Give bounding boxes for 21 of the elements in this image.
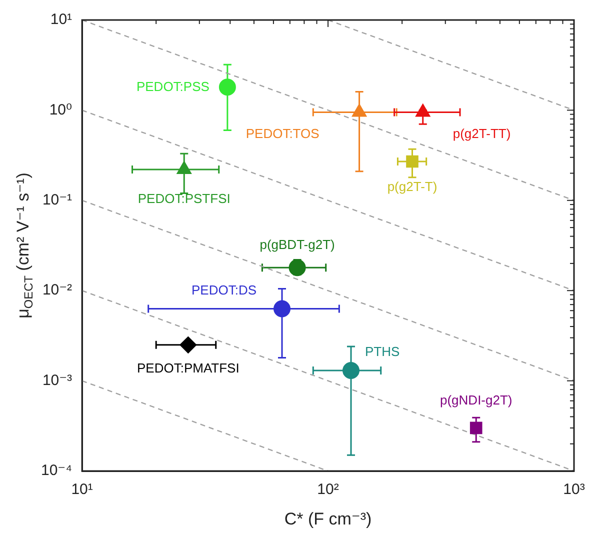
series-label: p(g2T-T) (387, 179, 438, 194)
y-tick-label: 10¹ (50, 11, 72, 28)
y-tick-label: 10⁰ (49, 101, 72, 118)
series-label: PEDOT:PSS (136, 78, 210, 94)
series-label: PEDOT:PMATFSI (136, 360, 240, 376)
series-label: p(g2T-TT) (452, 126, 511, 141)
y-tick-label: 10⁻¹ (42, 192, 72, 209)
series-label: PEDOT:PSTFSI (138, 191, 230, 206)
series-label: PTHS (365, 344, 400, 360)
x-tick-label: 10¹ (71, 481, 93, 498)
text: PEDOT:TOS (246, 126, 320, 141)
x-tick-label: 10² (317, 481, 339, 498)
y-tick-label: 10⁻² (42, 282, 72, 299)
x-tick-label: 10³ (563, 481, 585, 498)
y-tick-label: 10⁻³ (42, 372, 72, 389)
x-axis-title: C* (F cm⁻³) (284, 510, 372, 529)
y-tick-label: 10⁻⁴ (40, 462, 72, 480)
y-axis-title: μOECT (cm² V⁻¹ s⁻¹) (14, 172, 36, 318)
series-label: PEDOT:DS (192, 282, 257, 298)
series-label: p(gBDT-g2T) (260, 237, 335, 252)
series-label: p(gNDI-g2T) (440, 392, 512, 408)
